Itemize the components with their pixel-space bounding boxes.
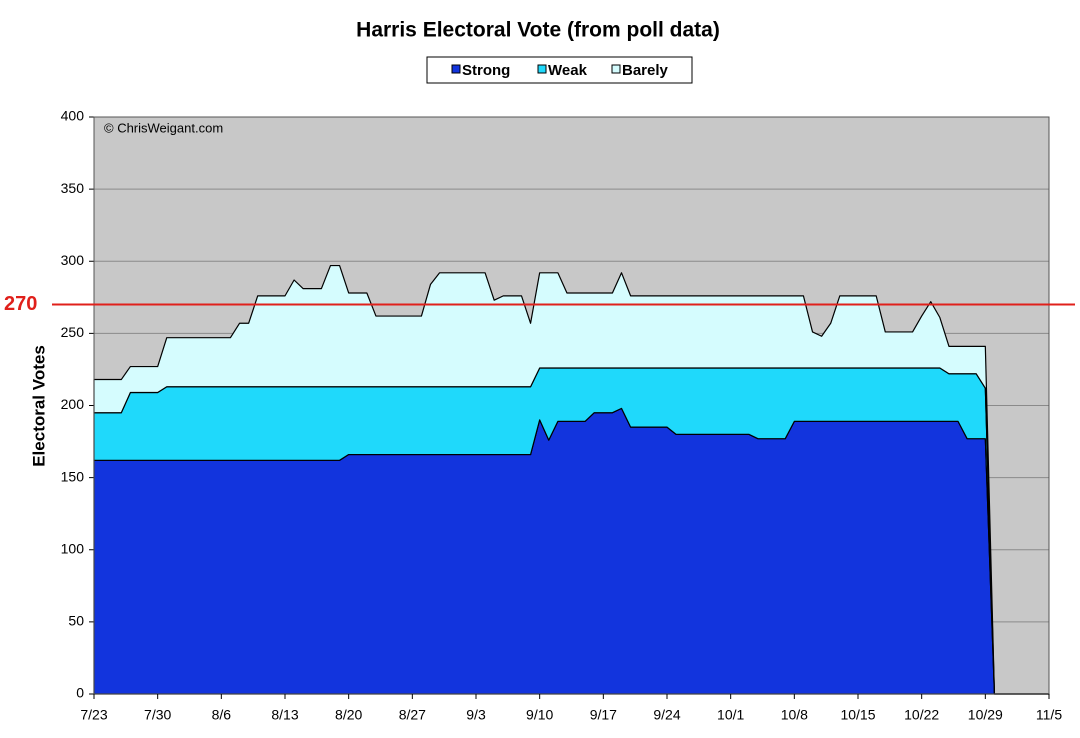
x-tick-label: 9/17 [590,707,617,723]
y-tick-label: 350 [61,180,85,196]
x-tick-label: 9/3 [466,707,486,723]
y-tick-label: 100 [61,540,85,556]
y-tick-label: 0 [76,685,84,701]
legend-swatch [537,64,547,74]
x-tick-label: 8/6 [212,707,232,723]
y-axis-label: Electoral Votes [29,345,48,467]
x-tick-label: 8/13 [271,707,298,723]
reference-label: 270 [4,293,37,315]
x-tick-label: 10/29 [968,707,1003,723]
legend-label: Barely [622,62,669,79]
x-tick-label: 10/8 [781,707,808,723]
annotation: © ChrisWeigant.com [104,120,223,135]
y-tick-label: 300 [61,252,85,268]
y-tick-label: 50 [68,613,84,629]
legend-box [426,56,693,84]
y-tick-label: 150 [61,468,85,484]
x-tick-label: 8/20 [335,707,362,723]
x-tick-label: 7/23 [80,707,107,723]
y-tick-label: 200 [61,396,85,412]
legend-swatch [611,64,621,74]
y-tick-label: 250 [61,324,85,340]
legend-swatch [451,64,461,74]
x-tick-label: 8/27 [399,707,426,723]
x-tick-label: 10/22 [904,707,939,723]
x-tick-label: 9/24 [653,707,680,723]
legend-label: Weak [548,62,588,79]
x-tick-label: 10/15 [840,707,875,723]
y-tick-label: 400 [61,108,85,124]
x-tick-label: 10/1 [717,707,744,723]
legend-label: Strong [462,62,510,79]
plot-frame [93,116,1050,695]
x-tick-label: 9/10 [526,707,553,723]
x-tick-label: 11/5 [1036,707,1062,723]
chart-title: Harris Electoral Vote (from poll data) [356,19,720,42]
x-tick-label: 7/30 [144,707,171,723]
